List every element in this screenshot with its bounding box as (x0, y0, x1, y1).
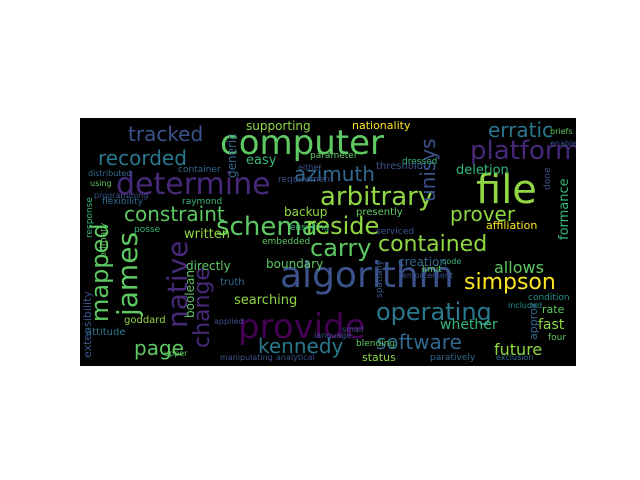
word-tracked: tracked (128, 122, 204, 146)
word-applied: applied (214, 317, 244, 326)
word-supporting: supporting (246, 119, 311, 133)
word-small: small (342, 325, 364, 334)
word-easy: easy (246, 153, 277, 168)
word-approx: approx (527, 302, 540, 340)
word-searching: searching (234, 293, 298, 308)
word-arbitrary: arbitrary (320, 182, 434, 212)
word-status: status (362, 351, 396, 364)
word-enable: enable (550, 139, 576, 148)
word-container: container (178, 165, 221, 175)
word-spatially: spatially (375, 260, 385, 298)
word-included: included (508, 301, 543, 310)
word-primary: primary (99, 222, 109, 258)
word-affiliation: affiliation (486, 219, 538, 232)
word-written: written (184, 227, 231, 242)
word-algorithm: algorithm (280, 255, 454, 296)
word-serviced: serviced (376, 227, 414, 237)
word-threshold: threshold (376, 161, 424, 172)
word-erratic: erratic (488, 118, 554, 142)
word-response: response (85, 197, 95, 238)
word-presently: presently (356, 207, 403, 218)
word-either: either (298, 163, 322, 172)
word-creation: creation (398, 255, 447, 269)
word-constraint: constraint (124, 202, 225, 226)
word-extensibility: extensibility (81, 291, 94, 358)
word-carry: carry (310, 234, 372, 262)
word-paratively: paratively (430, 353, 476, 363)
word-kennedy: kennedy (258, 334, 344, 358)
word-condition: condition (528, 293, 570, 303)
word-cloud: computer file determine algorithm provid… (80, 118, 576, 366)
word-deletion: deletion (456, 163, 509, 178)
word-flexibility: flexibility (102, 197, 143, 207)
word-programming: programming (94, 191, 149, 200)
word-posse: posse (134, 225, 161, 235)
word-schema: schema (216, 212, 318, 242)
word-limit: limit (422, 265, 442, 275)
word-prover: prover (450, 202, 516, 226)
word-page: page (134, 336, 184, 360)
word-james: james (111, 231, 144, 316)
word-four: four (548, 333, 567, 343)
word-platform: platform (470, 136, 576, 166)
word-analytical: analytical (276, 353, 315, 362)
word-allows: allows (494, 258, 544, 277)
word-exclusion: exclusion (496, 353, 534, 362)
word-embedded: embedded (262, 237, 311, 247)
word-future: future (494, 340, 543, 359)
word-backup: backup (284, 205, 328, 219)
word-goddard: goddard (124, 315, 166, 326)
word-boolean: boolean (183, 270, 197, 318)
word-upper: upper (164, 349, 188, 358)
word-briefs: briefs (550, 127, 573, 136)
word-directly: directly (186, 259, 231, 273)
word-file: file (476, 167, 537, 213)
word-nationality: nationality (352, 119, 411, 132)
word-parameter: parameter (310, 151, 358, 161)
word-reside: reside (306, 212, 380, 240)
word-generic: generic (225, 133, 239, 178)
word-done: done (543, 167, 553, 190)
word-simpson: simpson (464, 270, 556, 295)
word-azimuth: azimuth (294, 162, 375, 186)
word-ensuring: ensuring (290, 223, 330, 233)
word-distributed: distributed (88, 169, 132, 178)
word-contained: contained (378, 232, 488, 257)
word-recorded: recorded (98, 146, 187, 170)
word-provide: provide (238, 307, 366, 347)
word-fast: fast (538, 317, 565, 333)
word-enforcement: enforcement (402, 271, 454, 280)
word-attitude: attitude (86, 327, 126, 338)
word-language: language (314, 331, 352, 340)
word-blending: blending (356, 339, 396, 349)
word-formance: formance (557, 178, 572, 240)
word-whether: whether (440, 317, 498, 333)
word-computer: computer (220, 123, 384, 163)
word-using: using (90, 179, 112, 188)
word-raymond: raymond (182, 197, 223, 207)
word-manipulating: manipulating (220, 353, 273, 362)
word-rate: rate (542, 303, 565, 316)
word-requirement: requirement (278, 175, 334, 185)
word-software: software (376, 330, 462, 354)
word-operating: operating (376, 298, 492, 326)
word-dressed: dressed (402, 157, 438, 167)
word-truth: truth (220, 277, 245, 288)
word-boundary: boundary (266, 257, 324, 271)
word-determine: determine (116, 167, 271, 202)
word-code: code (442, 257, 462, 266)
